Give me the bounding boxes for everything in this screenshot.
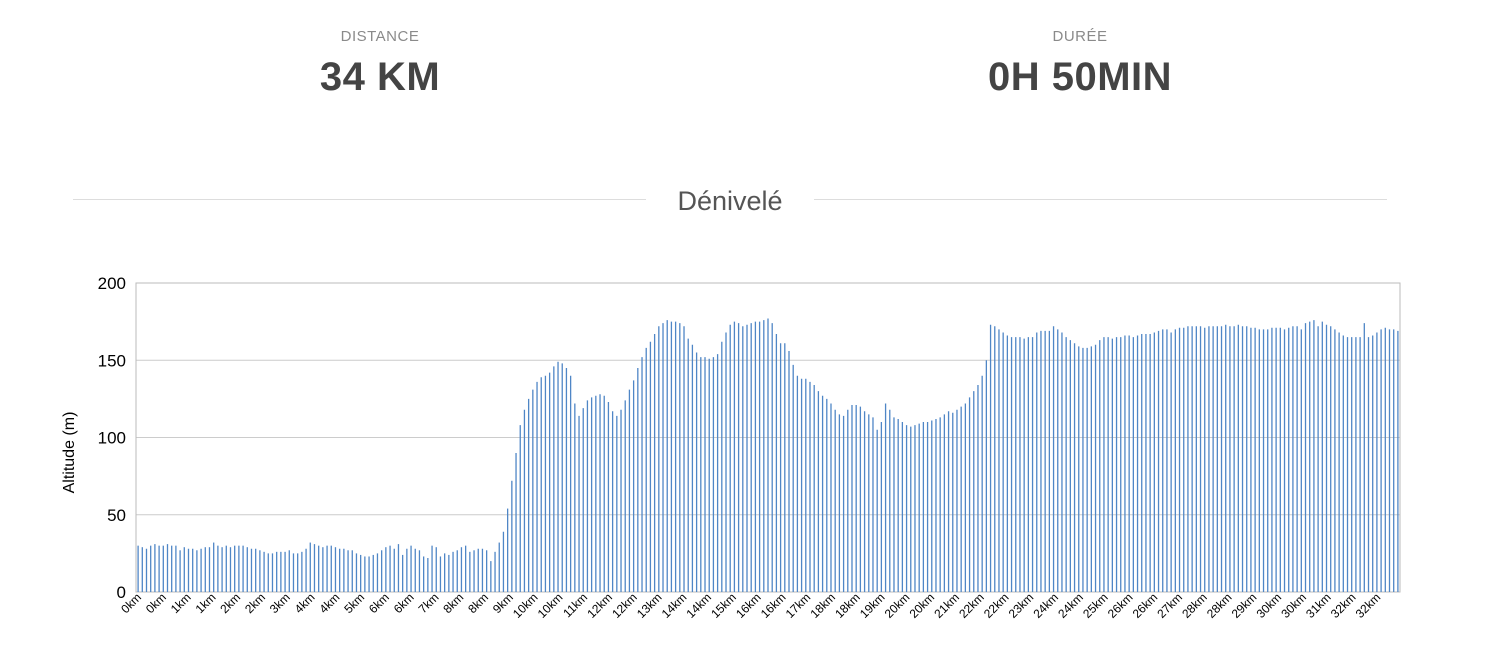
x-tick-label: 16km — [758, 590, 789, 621]
x-tick-label: 8km — [465, 590, 491, 616]
duration-stat: DURÉE 0H 50MIN — [880, 28, 1280, 100]
divider-left — [73, 199, 646, 200]
x-tick-label: 3km — [267, 590, 293, 616]
x-tick-label: 26km — [1130, 590, 1161, 621]
x-tick-label: 22km — [981, 590, 1012, 621]
x-tick-label: 10km — [535, 590, 566, 621]
x-tick-label: 6km — [366, 590, 392, 616]
y-tick-label: 0 — [117, 583, 126, 602]
x-tick-label: 2km — [242, 590, 268, 616]
x-tick-label: 16km — [733, 590, 764, 621]
x-tick-label: 4km — [316, 590, 342, 616]
x-tick-label: 4km — [292, 590, 318, 616]
y-axis-label: Altitude (m) — [61, 412, 78, 494]
x-tick-label: 30km — [1254, 590, 1285, 621]
x-tick-label: 12km — [584, 590, 615, 621]
x-tick-label: 21km — [931, 590, 962, 621]
x-tick-label: 14km — [659, 590, 690, 621]
x-tick-label: 20km — [882, 590, 913, 621]
x-tick-label: 28km — [1204, 590, 1235, 621]
section-title: Dénivelé — [677, 186, 783, 216]
x-tick-label: 19km — [857, 590, 888, 621]
y-tick-label: 50 — [107, 506, 126, 525]
x-tick-label: 5km — [341, 590, 367, 616]
x-tick-label: 24km — [1055, 590, 1086, 621]
distance-stat: DISTANCE 34 KM — [180, 28, 580, 100]
y-tick-label: 200 — [98, 274, 126, 293]
x-tick-label: 17km — [783, 590, 814, 621]
x-tick-label: 6km — [391, 590, 417, 616]
x-tick-label: 1km — [193, 590, 219, 616]
x-tick-label: 31km — [1303, 590, 1334, 621]
x-tick-label: 13km — [634, 590, 665, 621]
x-tick-label: 22km — [956, 590, 987, 621]
x-tick-label: 30km — [1278, 590, 1309, 621]
y-tick-label: 100 — [98, 429, 126, 448]
x-tick-label: 18km — [807, 590, 838, 621]
x-tick-label: 10km — [510, 590, 541, 621]
x-tick-label: 11km — [560, 590, 590, 620]
x-tick-label: 32km — [1328, 590, 1359, 621]
x-tick-label: 20km — [907, 590, 938, 621]
x-tick-label: 8km — [440, 590, 466, 616]
x-tick-label: 18km — [832, 590, 863, 621]
x-tick-label: 29km — [1229, 590, 1260, 621]
x-tick-label: 23km — [1006, 590, 1037, 621]
x-tick-label: 7km — [416, 590, 442, 616]
x-tick-label: 14km — [683, 590, 714, 621]
duration-value: 0H 50MIN — [987, 55, 1173, 99]
x-tick-label: 25km — [1080, 590, 1111, 621]
x-tick-label: 2km — [217, 590, 243, 616]
y-tick-label: 150 — [98, 351, 126, 370]
distance-label: DISTANCE — [340, 28, 420, 45]
distance-value: 34 KM — [319, 55, 441, 99]
divider-right — [814, 199, 1387, 200]
duration-label: DURÉE — [1052, 28, 1108, 45]
x-tick-label: 27km — [1154, 590, 1185, 621]
x-tick-label: 24km — [1030, 590, 1061, 621]
x-tick-label: 32km — [1353, 590, 1384, 621]
elevation-section-header: Dénivelé — [73, 186, 1387, 220]
x-tick-label: 12km — [609, 590, 640, 621]
x-tick-label: 1km — [168, 590, 194, 616]
x-tick-label: 15km — [708, 590, 739, 621]
x-tick-label: 0km — [143, 590, 169, 616]
x-tick-label: 28km — [1179, 590, 1210, 621]
x-tick-label: 26km — [1105, 590, 1136, 621]
